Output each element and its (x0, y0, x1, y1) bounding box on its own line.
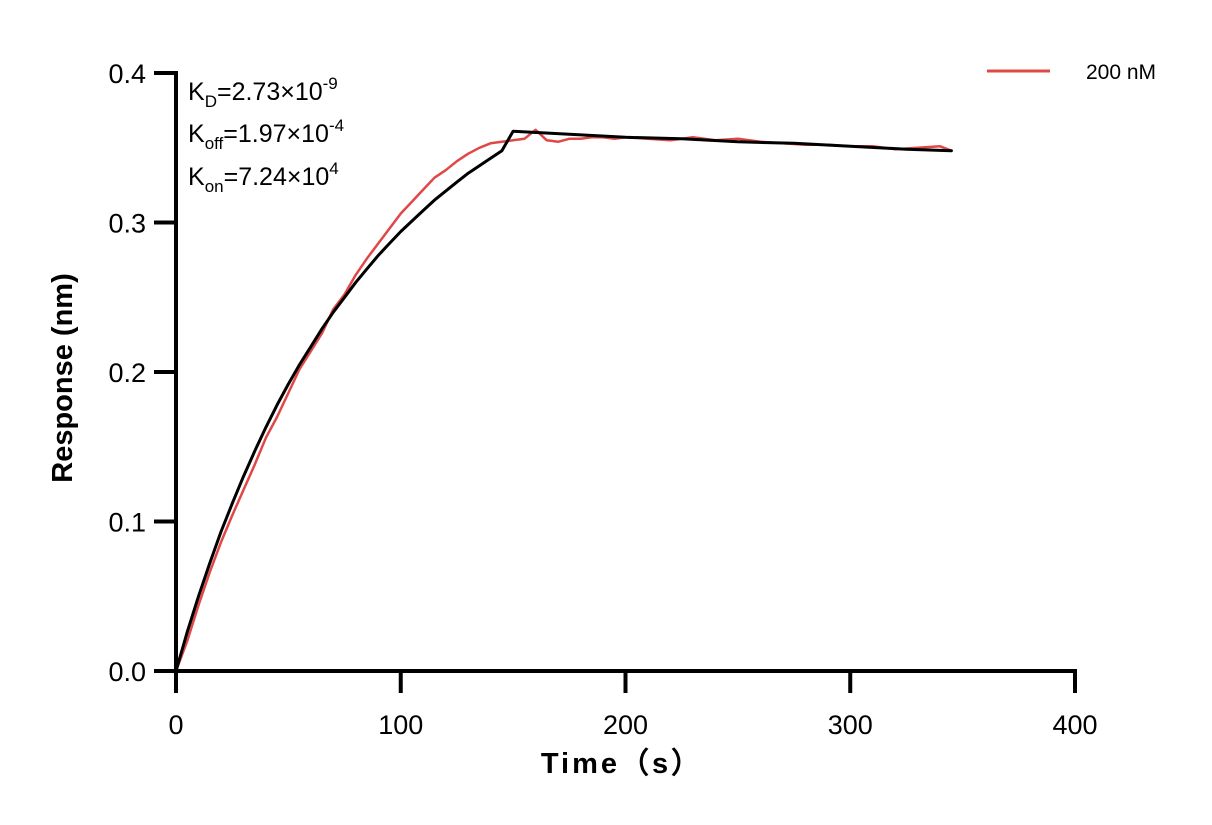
x-tick-label: 300 (828, 710, 873, 740)
x-tick-label: 100 (378, 710, 423, 740)
y-tick-label: 0.3 (108, 209, 146, 239)
y-tick-label: 0.2 (108, 358, 146, 388)
kinetic-annotations: KD=2.73×10-9 Koff=1.97×10-4 Kon=7.24×104 (188, 74, 344, 196)
kinetic-annotation: Koff=1.97×10-4 (188, 116, 344, 153)
y-tick-label: 0.1 (108, 508, 146, 538)
y-tick-label: 0.4 (108, 59, 146, 89)
x-tick-label: 0 (168, 710, 183, 740)
kinetic-annotation: Kon=7.24×104 (188, 159, 339, 196)
x-axis-title: Time（s） (541, 747, 703, 780)
y-axis: 0.0 0.1 0.2 0.3 0.4 (108, 59, 178, 687)
y-tick-label: 0.0 (108, 657, 146, 687)
x-axis: 0 100 200 300 400 (168, 669, 1098, 740)
legend-label: 200 nM (1086, 61, 1156, 84)
kinetic-annotation: KD=2.73×10-9 (188, 74, 338, 111)
fit-curve-line (174, 129, 953, 673)
x-tick-label: 200 (603, 710, 648, 740)
legend: 200 nM (987, 61, 1156, 84)
measured-series-line (174, 128, 953, 673)
y-axis-title: Response (nm) (47, 273, 79, 482)
series-layer (174, 128, 953, 673)
x-tick-label: 400 (1052, 710, 1097, 740)
